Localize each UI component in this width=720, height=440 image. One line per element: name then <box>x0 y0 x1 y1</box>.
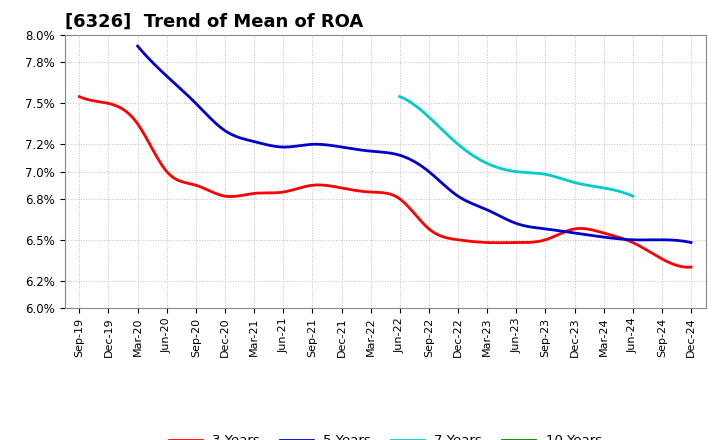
5 Years <box>600 235 608 240</box>
5 Years <box>135 46 144 51</box>
5 Years <box>133 44 142 49</box>
Line: 3 Years: 3 Years <box>79 96 691 267</box>
7 Years <box>629 194 637 199</box>
5 Years <box>635 237 644 242</box>
7 Years <box>538 171 546 176</box>
3 Years <box>629 240 638 246</box>
7 Years <box>396 94 405 99</box>
3 Years <box>439 234 448 239</box>
5 Years <box>687 240 696 245</box>
3 Years <box>687 264 696 270</box>
Line: 5 Years: 5 Years <box>138 46 691 242</box>
3 Years <box>590 228 599 233</box>
Line: 7 Years: 7 Years <box>400 96 633 196</box>
7 Years <box>592 184 600 189</box>
Legend: 3 Years, 5 Years, 7 Years, 10 Years: 3 Years, 5 Years, 7 Years, 10 Years <box>163 429 607 440</box>
3 Years <box>449 237 458 242</box>
3 Years <box>685 264 693 270</box>
5 Years <box>463 198 472 204</box>
5 Years <box>472 203 481 208</box>
3 Years <box>437 234 446 239</box>
7 Years <box>534 171 542 176</box>
3 Years <box>75 94 84 99</box>
Text: [6326]  Trend of Mean of ROA: [6326] Trend of Mean of ROA <box>65 13 363 31</box>
7 Years <box>534 171 543 176</box>
7 Years <box>395 94 404 99</box>
5 Years <box>461 198 469 203</box>
7 Years <box>607 187 616 192</box>
3 Years <box>77 95 86 100</box>
